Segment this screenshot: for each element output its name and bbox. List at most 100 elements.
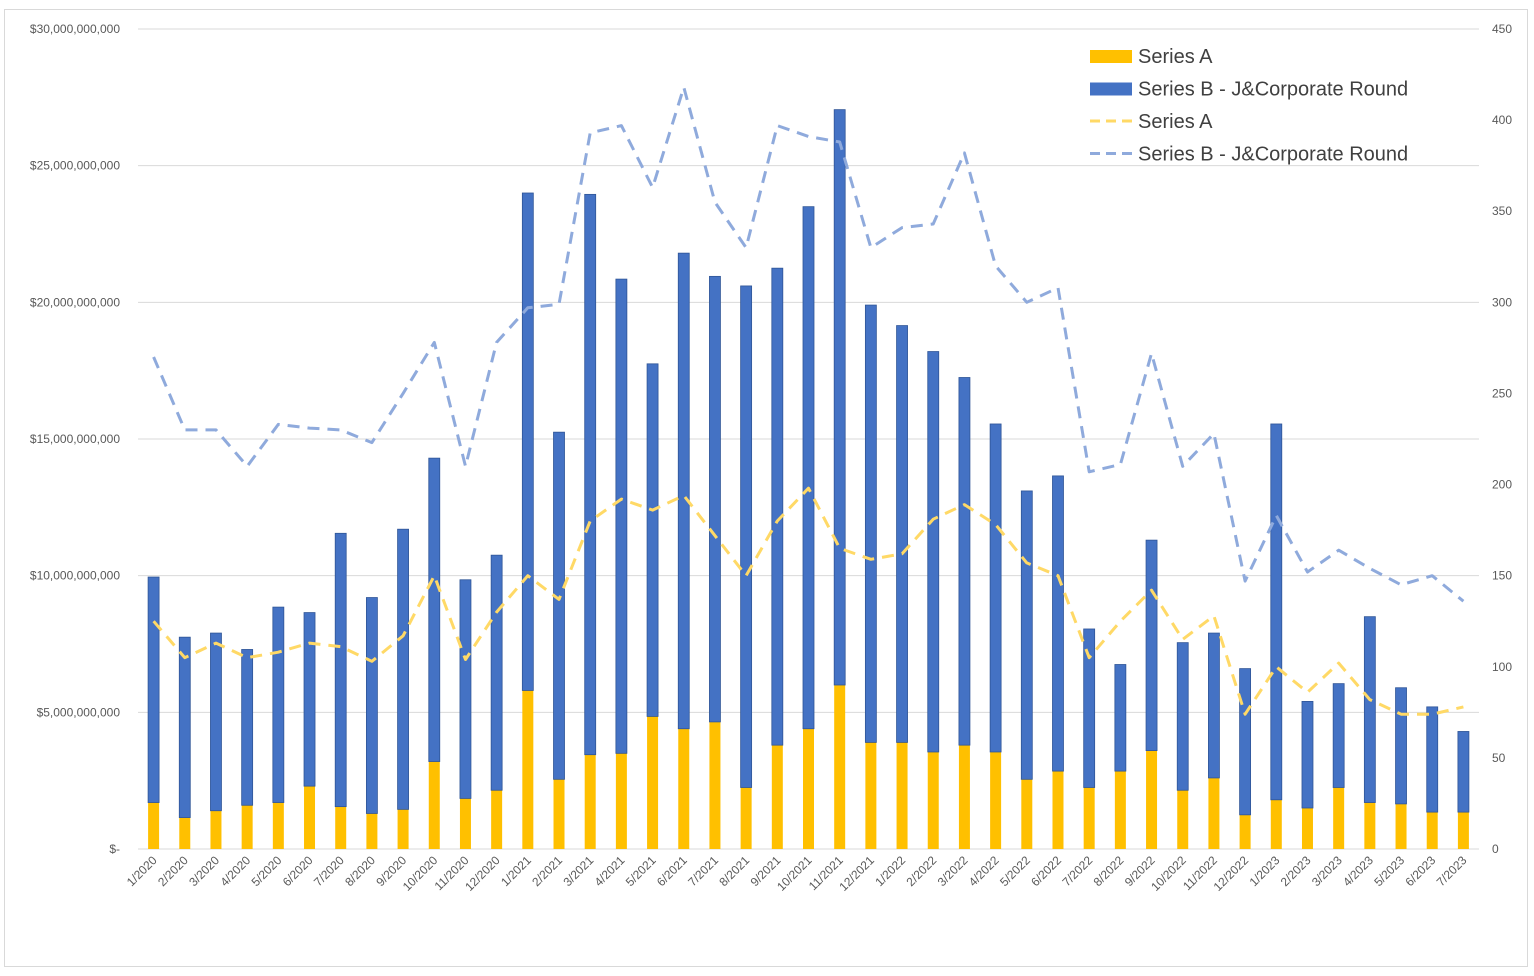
bar-series-b bbox=[896, 325, 908, 743]
bar-series-b bbox=[677, 252, 690, 730]
x-tick-label: 12/2022 bbox=[1211, 853, 1252, 894]
x-tick-label: 4/2022 bbox=[966, 853, 1002, 889]
bar-series-b bbox=[272, 606, 285, 803]
bar-series-b bbox=[459, 579, 472, 799]
x-tick-label: 4/2020 bbox=[217, 853, 253, 889]
bar-series-b bbox=[615, 278, 628, 754]
bar-series-b bbox=[365, 597, 378, 814]
bar-series-a bbox=[1333, 787, 1345, 849]
x-tick-label: 2/2022 bbox=[904, 853, 940, 889]
x-tick-label: 8/2022 bbox=[1091, 853, 1127, 889]
x-tick-label: 7/2021 bbox=[685, 853, 721, 889]
x-tick-label: 1/2021 bbox=[498, 853, 534, 889]
bar-series-a bbox=[397, 809, 409, 849]
x-tick-label: 12/2020 bbox=[462, 853, 503, 894]
x-tick-label: 7/2023 bbox=[1434, 853, 1470, 889]
bar-series-a bbox=[241, 805, 253, 849]
bar-series-b bbox=[646, 363, 659, 717]
bar-series-b bbox=[178, 636, 191, 818]
line-series-b bbox=[152, 85, 1465, 603]
bar-series-b bbox=[428, 457, 441, 762]
bar-series-a bbox=[1364, 802, 1376, 849]
bar-series-b bbox=[1083, 628, 1096, 788]
x-tick-label: 5/2020 bbox=[249, 853, 285, 889]
bar-series-a bbox=[927, 751, 939, 849]
y-left-tick-label: $15,000,000,000 bbox=[30, 432, 120, 446]
bar-series-b bbox=[771, 267, 784, 746]
x-tick-label: 6/2022 bbox=[1028, 853, 1064, 889]
y-right-tick-label: 100 bbox=[1492, 660, 1512, 674]
bar-series-b bbox=[334, 532, 347, 808]
x-tick-label: 7/2022 bbox=[1059, 853, 1095, 889]
bar-series-b bbox=[397, 528, 409, 810]
bar-series-b bbox=[1145, 539, 1158, 752]
bar-series-b bbox=[1301, 701, 1314, 809]
y-right-tick-label: 300 bbox=[1492, 295, 1512, 309]
bar-series-a bbox=[148, 802, 160, 849]
x-tick-label: 10/2021 bbox=[774, 853, 815, 894]
bar-series-a bbox=[491, 790, 503, 849]
y-right-tick-label: 450 bbox=[1492, 22, 1512, 36]
bar-series-a bbox=[1395, 803, 1407, 849]
bar-series-b bbox=[1020, 490, 1033, 780]
legend: Series A Series B - J&Corporate Round Seri… bbox=[1090, 46, 1408, 166]
y-left-tick-label: $10,000,000,000 bbox=[30, 569, 120, 583]
y-left-tick-label: $30,000,000,000 bbox=[30, 22, 120, 36]
bar-series-b bbox=[802, 206, 815, 730]
legend-label: Series B - J&Corporate Round bbox=[1138, 144, 1408, 166]
bar-series-a bbox=[1426, 812, 1438, 849]
bar-series-a bbox=[615, 753, 627, 849]
bar-series-a bbox=[896, 742, 908, 849]
x-tick-label: 7/2020 bbox=[311, 853, 347, 889]
bar-series-b bbox=[1176, 642, 1189, 791]
bar-series-a bbox=[1083, 787, 1095, 849]
legend-swatch-bar bbox=[1090, 82, 1132, 96]
bar-series-a bbox=[678, 728, 690, 849]
x-tick-label: 10/2020 bbox=[400, 853, 441, 894]
bar-series-b bbox=[833, 109, 846, 686]
bar-series-b bbox=[958, 377, 971, 746]
bar-series-b bbox=[864, 304, 877, 743]
bar-series-b bbox=[147, 576, 160, 803]
y-left-tick-label: $5,000,000,000 bbox=[37, 705, 121, 719]
legend-swatch-bar bbox=[1090, 50, 1132, 63]
bar-series-a bbox=[210, 810, 222, 849]
bar-series-a bbox=[584, 754, 596, 849]
bar-series-b bbox=[709, 275, 721, 723]
x-tick-label: 3/2021 bbox=[560, 853, 596, 889]
bar-series-a bbox=[990, 751, 1002, 849]
x-tick-label: 5/2021 bbox=[623, 853, 659, 889]
y-right-tick-label: 250 bbox=[1492, 386, 1512, 400]
legend-label: Series A bbox=[1138, 111, 1213, 133]
y-right-tick-label: 350 bbox=[1492, 204, 1512, 218]
x-tick-label: 8/2021 bbox=[716, 853, 752, 889]
bar-series-b bbox=[1332, 683, 1345, 788]
bar-series-a bbox=[1270, 799, 1282, 849]
bar-series-a bbox=[1114, 771, 1126, 849]
bar-series-a bbox=[709, 721, 721, 849]
bar-series-b bbox=[1052, 475, 1064, 772]
bar-series-b bbox=[989, 423, 1002, 753]
bar-series-b bbox=[521, 192, 534, 691]
x-tick-label: 2/2023 bbox=[1278, 853, 1314, 889]
y-axis-right: 0 50 100 150 200 250 300 350 400 450 bbox=[1492, 22, 1512, 856]
y-right-tick-label: 200 bbox=[1492, 478, 1512, 492]
bar-series-a bbox=[1457, 812, 1469, 849]
bar-series-b bbox=[1457, 731, 1470, 813]
bar-series-b bbox=[584, 193, 597, 756]
bar-series-a bbox=[366, 813, 378, 849]
bar-series-b bbox=[1270, 423, 1283, 801]
bar-series-b bbox=[241, 649, 254, 806]
lines bbox=[152, 85, 1465, 716]
x-tick-label: 3/2022 bbox=[935, 853, 971, 889]
bar-series-a bbox=[179, 817, 191, 849]
legend-label: Series A bbox=[1138, 46, 1213, 68]
bar-series-a bbox=[304, 786, 316, 849]
y-left-tick-label: $25,000,000,000 bbox=[30, 159, 120, 173]
bar-series-a bbox=[1177, 790, 1189, 849]
bar-series-b bbox=[1363, 616, 1376, 803]
x-tick-label: 6/2020 bbox=[280, 853, 316, 889]
bar-series-b bbox=[1208, 632, 1220, 779]
bar-series-a bbox=[834, 685, 846, 849]
y-right-tick-label: 400 bbox=[1492, 113, 1512, 127]
